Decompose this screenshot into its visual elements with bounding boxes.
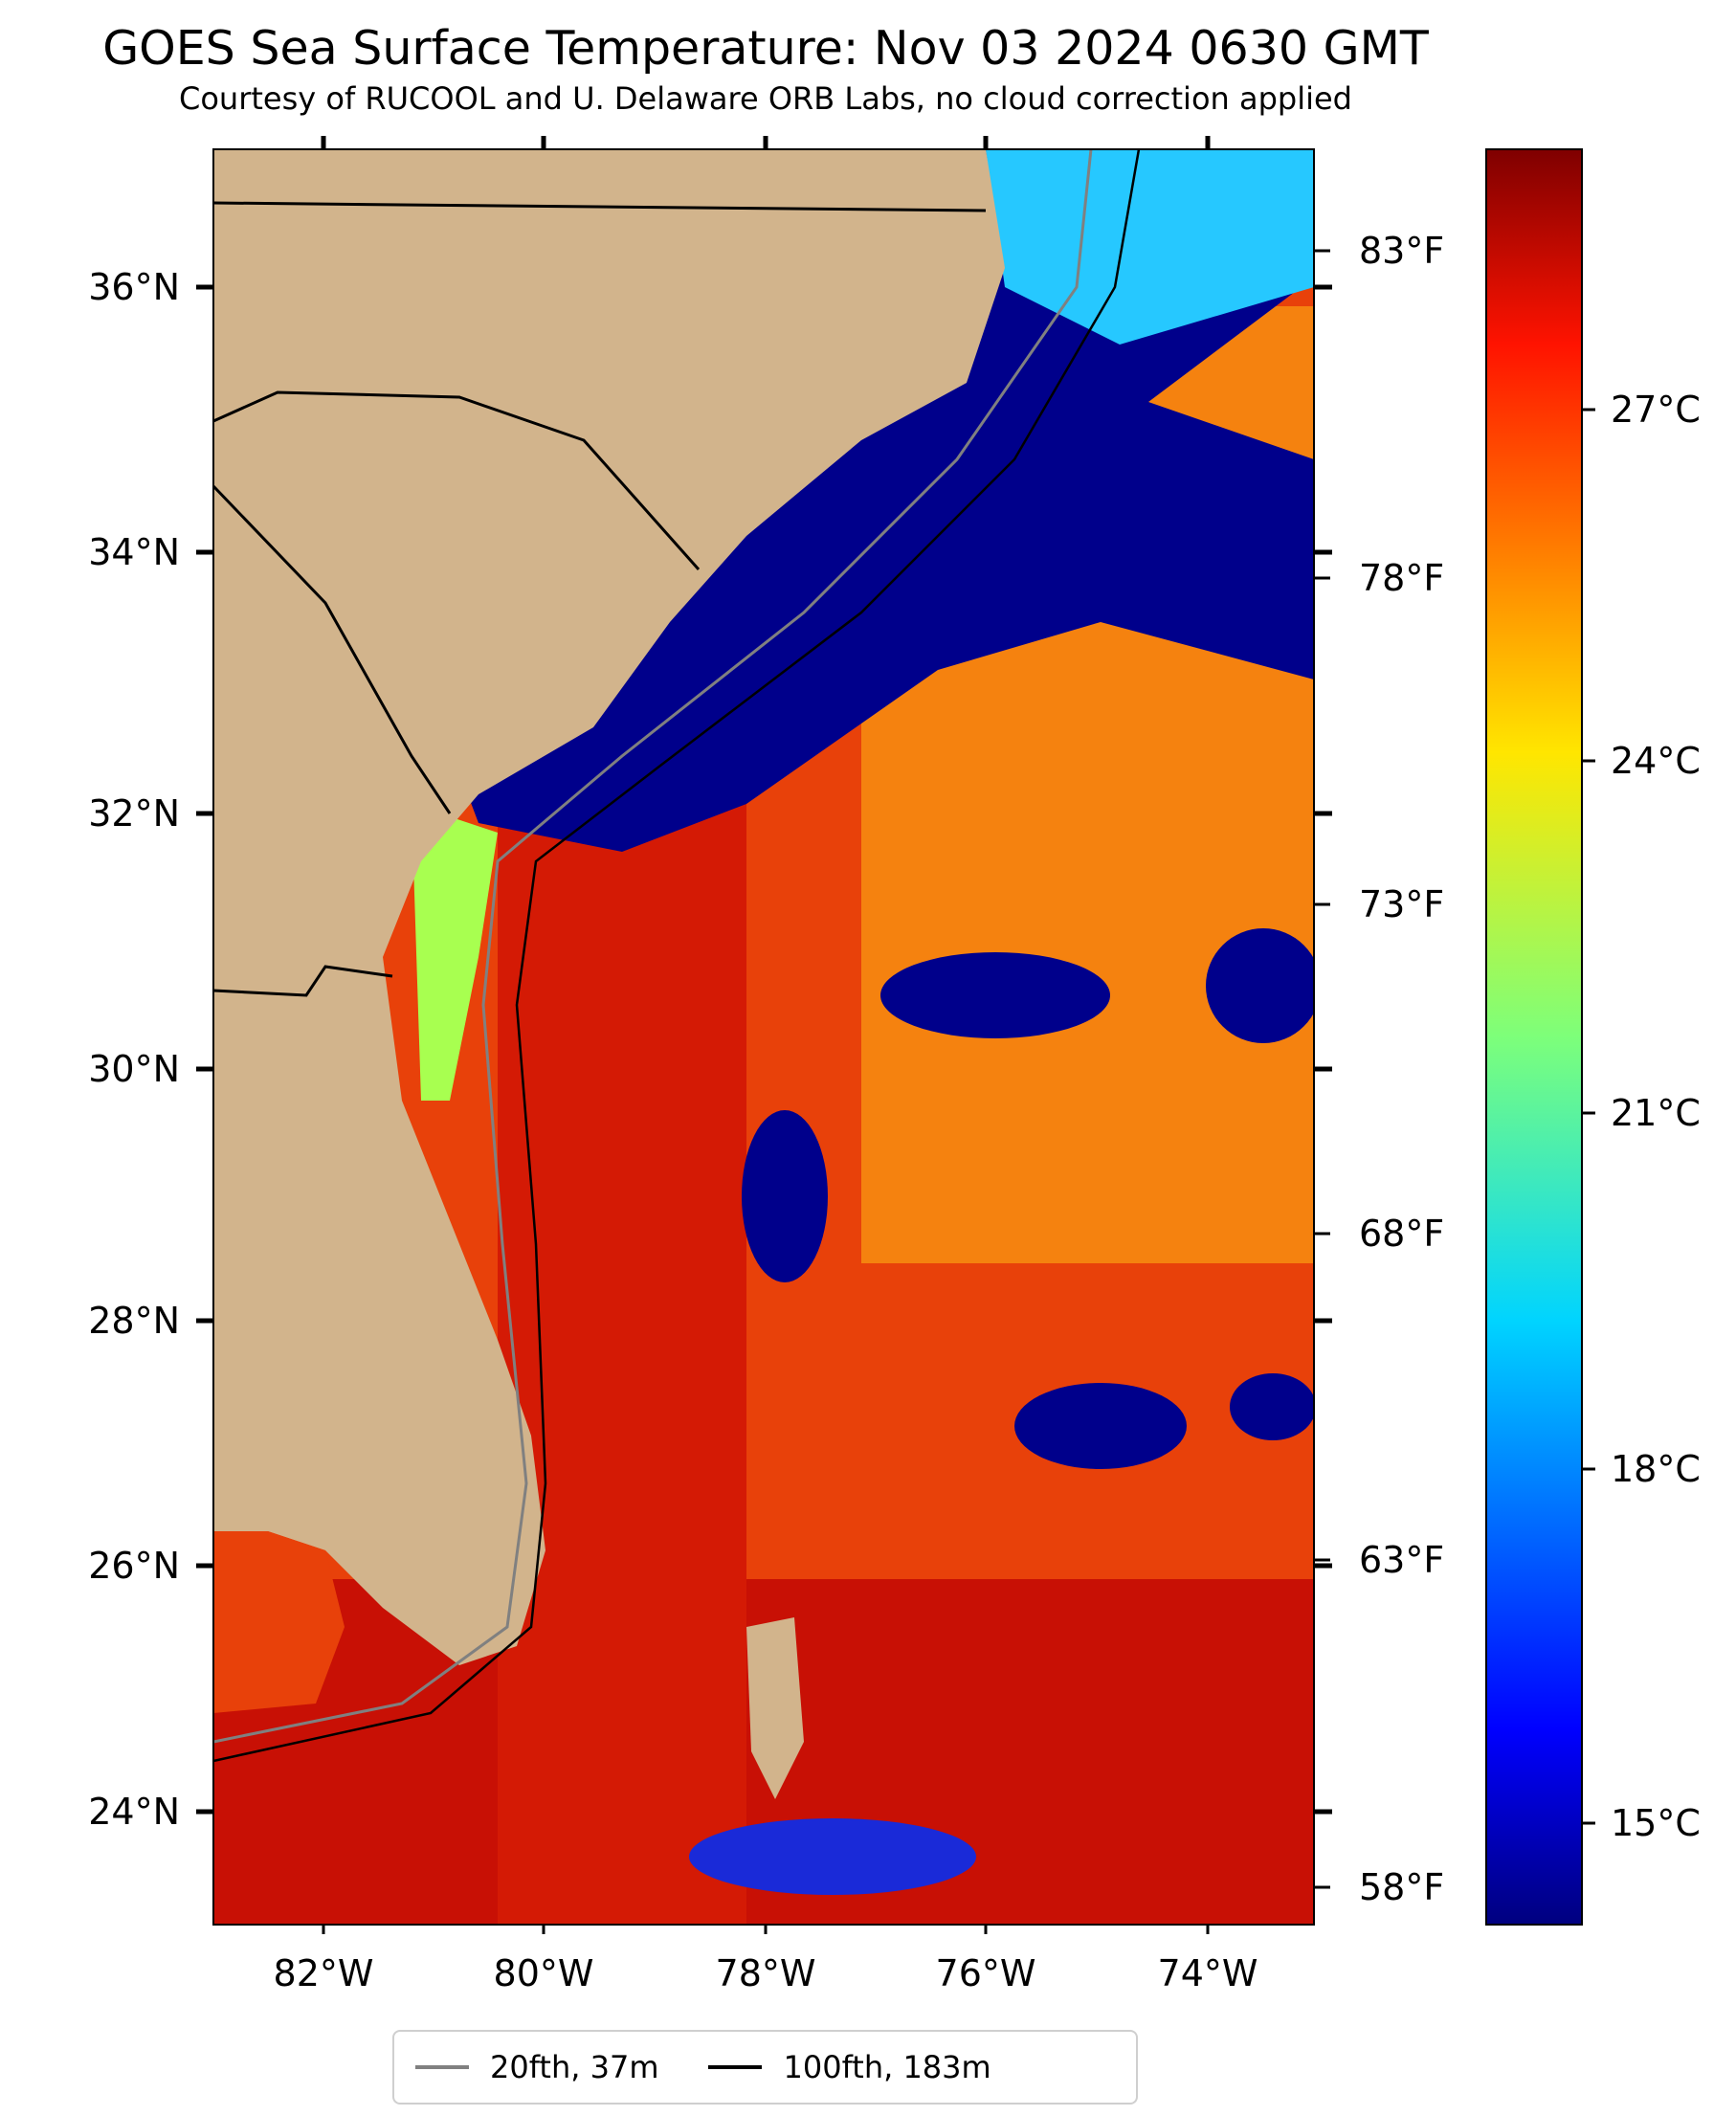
state-borders [213, 201, 987, 997]
colorbar-label: 21°C [1611, 1092, 1701, 1134]
cold-eddy [689, 1818, 976, 1895]
legend-item-20fth: 20fth, 37m [415, 2049, 658, 2085]
colorbar [1485, 148, 1583, 1926]
lon-label: 80°W [494, 1952, 594, 1994]
cold-eddy [1230, 1373, 1314, 1440]
latitude-axis: 24°N 26°N 28°N 30°N 32°N 34°N 36°N [88, 266, 1332, 1833]
isobath-20fth [213, 149, 1093, 1744]
cold-eddy [1014, 1383, 1187, 1469]
legend-label: 20fth, 37m [490, 2049, 659, 2085]
colorbar-label: 18°C [1611, 1448, 1701, 1490]
legend-label: 100fth, 183m [783, 2049, 991, 2085]
legend-swatch-black [708, 2065, 763, 2069]
lon-label: 82°W [274, 1952, 374, 1994]
lat-label: 34°N [88, 531, 180, 573]
colorbar-label: 27°C [1611, 389, 1701, 431]
fahrenheit-label: 58°F [1359, 1866, 1444, 1908]
coastal-green-water [412, 804, 498, 1101]
lat-label: 30°N [88, 1048, 180, 1090]
legend-swatch-gray [415, 2065, 469, 2069]
fahrenheit-label: 78°F [1359, 557, 1444, 599]
gulf-water [213, 1531, 345, 1713]
map-subtitle: Courtesy of RUCOOL and U. Delaware ORB L… [179, 80, 1352, 117]
colorbar-label: 15°C [1611, 1802, 1701, 1844]
fahrenheit-axis: 58°F 63°F 68°F 73°F 78°F 83°F [1314, 230, 1444, 1908]
lon-label: 78°W [716, 1952, 816, 1994]
colorbar-axis: 15°C 18°C 21°C 24°C 27°C [1582, 389, 1701, 1844]
colorbar-label: 24°C [1611, 740, 1701, 782]
fahrenheit-label: 73°F [1359, 883, 1444, 925]
cold-eddy [880, 952, 1110, 1038]
cold-eddy [1206, 928, 1314, 1043]
land-mainland [213, 149, 1005, 1665]
legend: 20fth, 37m 100fth, 183m [392, 2030, 1138, 2105]
lat-label: 24°N [88, 1791, 180, 1833]
gulf-stream-core [498, 766, 746, 1924]
lat-label: 32°N [88, 792, 180, 835]
longitude-axis: 82°W 80°W 78°W 76°W 74°W [274, 136, 1258, 1994]
lon-label: 76°W [936, 1952, 1036, 1994]
lat-label: 26°N [88, 1545, 180, 1587]
fahrenheit-label: 68°F [1359, 1213, 1444, 1255]
lat-label: 36°N [88, 266, 180, 308]
lon-label: 74°W [1158, 1952, 1258, 1994]
isobath-100fth [213, 149, 1141, 1763]
cold-eddy [742, 1110, 828, 1282]
map-title: GOES Sea Surface Temperature: Nov 03 202… [102, 21, 1429, 76]
bahamas-island [746, 1617, 804, 1799]
fahrenheit-label: 63°F [1359, 1539, 1444, 1581]
sst-field [213, 149, 1314, 1925]
legend-item-100fth: 100fth, 183m [708, 2049, 991, 2085]
lat-label: 28°N [88, 1300, 180, 1342]
cool-northern-water [986, 149, 1314, 345]
fahrenheit-label: 83°F [1359, 230, 1444, 272]
